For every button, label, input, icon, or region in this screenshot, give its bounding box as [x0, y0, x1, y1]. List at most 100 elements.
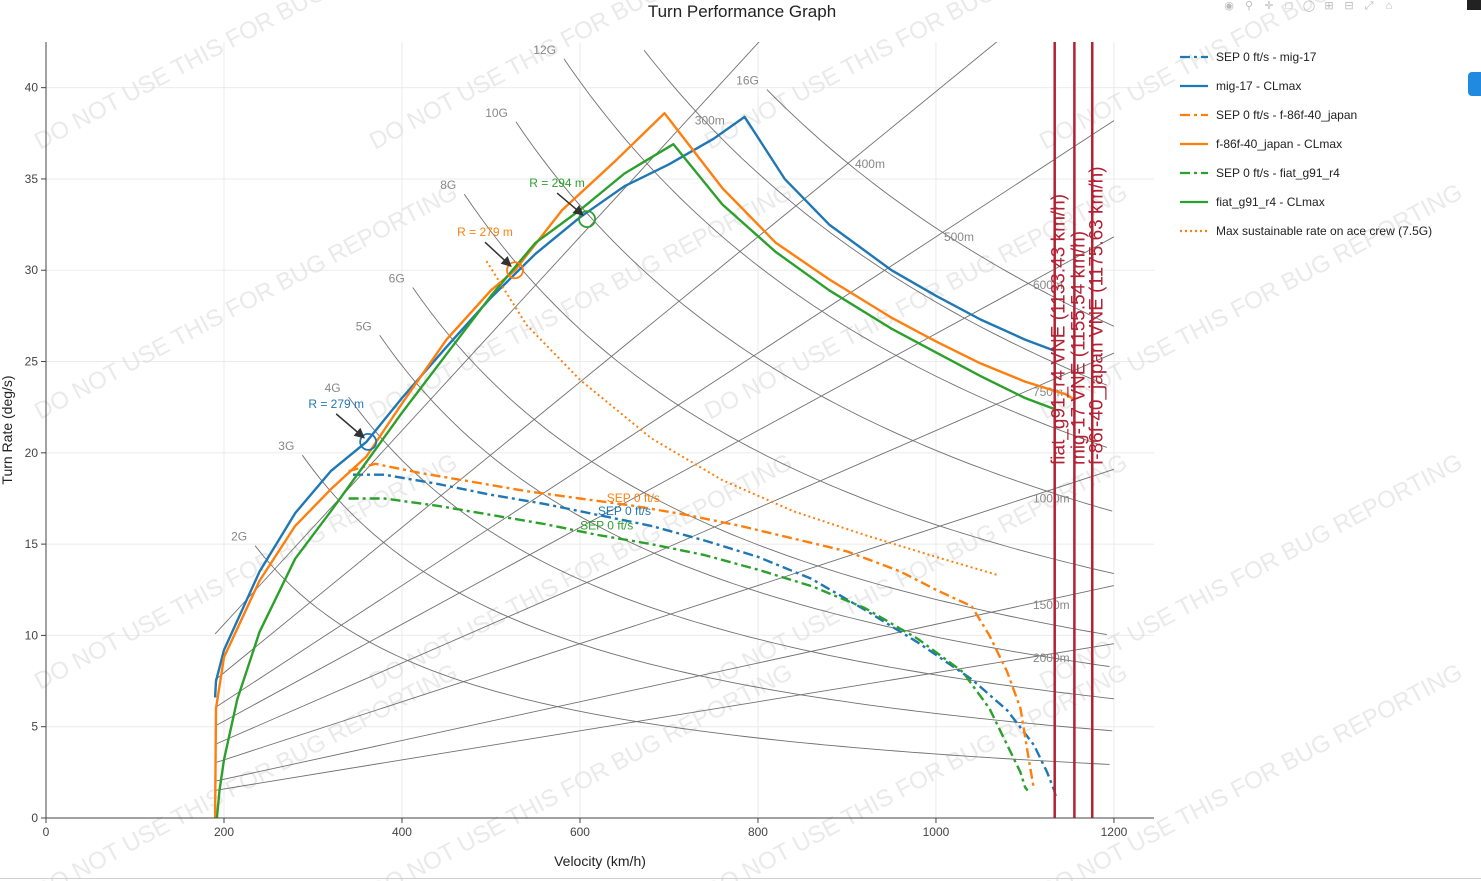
- g-load-label: 16G: [736, 74, 759, 88]
- camera-icon[interactable]: ◉: [1224, 0, 1234, 12]
- radius-line: [214, 468, 1115, 764]
- sep-annotation: SEP 0 ft/s: [580, 519, 633, 533]
- x-tick-label: 1200: [1101, 825, 1128, 839]
- radius-label: 1500m: [1033, 598, 1070, 612]
- g-load-curve: [301, 454, 1113, 732]
- g-load-label: 3G: [278, 439, 294, 453]
- radius-annotation: R = 294 m: [529, 176, 585, 190]
- legend-item-label: f-86f-40_japan - CLmax: [1216, 137, 1342, 151]
- y-axis-title: Turn Rate (deg/s): [0, 375, 15, 484]
- x-tick-label: 1000: [923, 825, 950, 839]
- y-tick-label: 15: [25, 537, 39, 551]
- g-load-label: 10G: [485, 106, 508, 120]
- y-tick-label: 20: [25, 446, 39, 460]
- radius-label: 400m: [855, 157, 885, 171]
- y-tick-label: 30: [25, 263, 39, 277]
- legend-item-label: Max sustainable rate on ace crew (7.5G): [1216, 224, 1432, 238]
- annotation-arrow: [335, 413, 365, 439]
- reference-labels: 2G3G4G5G6G8G10G12G14G16G300m400m500m600m…: [231, 43, 1070, 665]
- legend-item-label: SEP 0 ft/s - fiat_g91_r4: [1216, 166, 1340, 180]
- x-tick-label: 0: [43, 825, 50, 839]
- radius-line: [214, 42, 998, 681]
- series-line-5: [215, 142, 1055, 818]
- g-load-label: 4G: [325, 381, 341, 395]
- radius-marker: [578, 210, 596, 229]
- radius-line: [214, 236, 1115, 727]
- g-load-label: 6G: [389, 271, 405, 285]
- radius-annotation: R = 279 m: [308, 397, 364, 411]
- g-load-curve: [254, 545, 1110, 765]
- g-load-label: 2G: [231, 530, 247, 544]
- radius-line: [214, 42, 760, 635]
- series-line-6: [485, 260, 999, 577]
- x-tick-label: 200: [214, 825, 234, 839]
- vne-label: mig-17 VNE (1155.54 km/h): [1068, 231, 1089, 465]
- g-load-curve: [379, 335, 1110, 667]
- radius-marker: [506, 261, 524, 280]
- x-tick-label: 600: [570, 825, 590, 839]
- x-tick-label: 800: [748, 825, 768, 839]
- autoscale-icon[interactable]: ⤢: [1364, 0, 1374, 12]
- g-load-curve: [515, 121, 1113, 512]
- g-load-curve: [766, 89, 1115, 327]
- zoom-in-icon[interactable]: ⊞: [1324, 0, 1334, 12]
- vne-lines: fiat_g91_r4 VNE (1133.43 km/h)mig-17 VNE…: [1049, 42, 1107, 818]
- lasso-icon[interactable]: ◯: [1302, 0, 1316, 12]
- radius-annotation: R = 279 m: [457, 225, 513, 239]
- series-group: [213, 111, 1076, 818]
- home-icon[interactable]: ⌂: [1385, 0, 1393, 12]
- sep-annotation: SEP 0 ft/s: [607, 491, 660, 505]
- g-load-label: 8G: [440, 178, 456, 192]
- radius-label: 500m: [944, 230, 974, 244]
- chart-title: Turn Performance Graph: [648, 2, 836, 21]
- y-tick-label: 35: [25, 172, 39, 186]
- radius-label: 1000m: [1033, 491, 1070, 505]
- zoom-out-icon[interactable]: ⊟: [1344, 0, 1354, 12]
- y-tick-label: 5: [31, 720, 38, 734]
- legend-item-label: SEP 0 ft/s - mig-17: [1216, 50, 1317, 64]
- radius-line: [215, 643, 1115, 791]
- radius-line: [214, 352, 1115, 745]
- bottom-divider: [0, 878, 1481, 879]
- g-load-curve: [643, 50, 1107, 386]
- radius-line: [214, 585, 1115, 782]
- watermark-text: DO NOT USE THIS FOR BUG REPORTING: [1035, 0, 1467, 155]
- radius-marker: [359, 432, 378, 451]
- modebar: ◉ ⚲ ✛ □ ◯ ⊞ ⊟ ⤢ ⌂: [1222, 0, 1396, 14]
- legend-item-label: SEP 0 ft/s - f-86f-40_japan: [1216, 108, 1357, 122]
- plotly-logo[interactable]: [1467, 0, 1481, 10]
- g-load-label: 12G: [533, 43, 556, 57]
- y-tick-label: 40: [25, 81, 39, 95]
- series-line-3: [213, 111, 1076, 818]
- g-load-curve: [463, 193, 1115, 575]
- y-tick-label: 10: [25, 628, 39, 642]
- annotation-arrow: [556, 192, 584, 216]
- x-tick-label: 400: [392, 825, 412, 839]
- legend-item-label: mig-17 - CLmax: [1216, 79, 1301, 93]
- axes: 0 200 400 600 800 1000 1200 0 5 10 15 20 25 30 35 40 Vel…: [0, 42, 1154, 869]
- radius-label: 2000m: [1033, 651, 1070, 665]
- x-axis-title: Velocity (km/h): [554, 853, 646, 869]
- legend: SEP 0 ft/s - mig-17 mig-17 - CLmax SEP 0 f…: [1180, 50, 1432, 238]
- side-panel-tab[interactable]: [1468, 72, 1481, 96]
- g-load-curve: [348, 396, 1115, 700]
- legend-item-label: fiat_g91_r4 - CLmax: [1216, 195, 1325, 209]
- series-line-0: [353, 473, 1058, 799]
- vne-label: f-86f-40_japan VNE (1175.63 km/h): [1086, 166, 1107, 465]
- radius-line: [214, 120, 1115, 708]
- grid: [45, 42, 1154, 819]
- reference-curves: [214, 42, 1115, 791]
- y-tick-label: 0: [31, 811, 38, 825]
- watermarks: DO NOT USE THIS FOR BUG REPORTING DO NOT …: [30, 0, 1467, 881]
- series-line-2: [348, 462, 1036, 790]
- zoom-icon[interactable]: ⚲: [1244, 0, 1254, 12]
- pan-icon[interactable]: ✛: [1264, 0, 1274, 12]
- box-select-icon[interactable]: □: [1285, 0, 1293, 12]
- y-tick-label: 25: [25, 355, 39, 369]
- vne-label: fiat_g91_r4 VNE (1133.43 km/h): [1049, 194, 1070, 465]
- radius-label: 300m: [695, 114, 725, 128]
- g-load-label: 5G: [356, 319, 372, 333]
- sep-annotation: SEP 0 ft/s: [598, 504, 651, 518]
